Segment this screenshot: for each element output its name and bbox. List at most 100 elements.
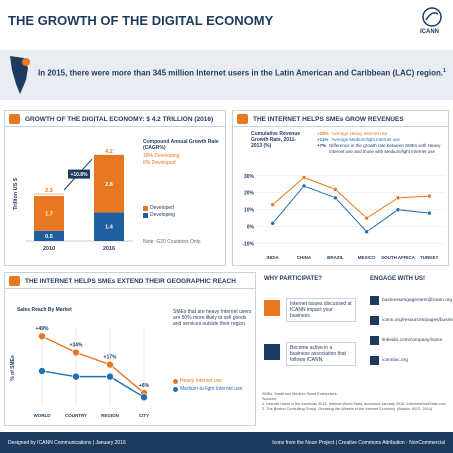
source-line: SMEs: Small and Medium Sized Enterprises… xyxy=(262,392,338,396)
source-line: 1. Internet Users in the Americas 2015. … xyxy=(262,402,447,406)
point xyxy=(364,215,369,221)
series-line xyxy=(41,335,145,394)
map-icon xyxy=(10,56,30,94)
source-line: 2. The Boston Consulting Group. Greasing… xyxy=(262,407,434,411)
legend-label: Developed xyxy=(150,205,174,211)
bar-chart: Trillion US $ 0.5 1.7 2.3 2010 1.4 2.8 4.2 2016 +… xyxy=(13,149,133,252)
legend-item: +18% Average Heavy Internet use xyxy=(317,131,447,137)
panel-header: THE INTERNET HELPS SMEs GROW REVENUES xyxy=(233,111,448,127)
footer-left: Designed by ICANN Communications | Janua… xyxy=(8,440,126,446)
point xyxy=(270,220,275,226)
engage-link: businessengagement@icann.org xyxy=(382,298,453,303)
point xyxy=(106,360,114,369)
x-tick-label: INDIA xyxy=(267,255,280,260)
engage-item: icann.org/resources/pages/business xyxy=(370,316,453,325)
icon xyxy=(370,316,379,325)
footer: Designed by ICANN Communications | Janua… xyxy=(0,432,453,453)
legend-label: Heavy Internet use xyxy=(180,378,222,384)
panel-header: THE INTERNET HELPS SMEs EXTEND THEIR GEO… xyxy=(5,273,255,289)
legend-swatch xyxy=(143,206,148,211)
banner: In 2015, there were more than 345 millio… xyxy=(0,50,453,100)
x-tick-label: WORLD xyxy=(34,413,52,418)
engage-link: icann.org/resources/pages/business xyxy=(382,318,453,323)
x-tick-label: SOUTH AFRICA xyxy=(381,255,416,260)
y-axis-label: % of SMEs xyxy=(10,355,16,381)
legend-label: Medium-to-light Internet use xyxy=(180,386,243,392)
engage-item: icannlac.org xyxy=(370,356,408,365)
sources: SMEs: Small and Medium Sized Enterprises… xyxy=(262,392,450,412)
engage-link: linkedin.com/company/icann xyxy=(382,338,443,343)
icon xyxy=(9,276,20,286)
x-tick-label: BRAZIL xyxy=(327,255,344,260)
series-line xyxy=(41,370,145,398)
point xyxy=(38,332,46,341)
legend-swatch xyxy=(173,386,178,392)
title: THE GROWTH OF THE DIGITAL ECONOMY xyxy=(8,13,274,28)
icon xyxy=(370,296,379,305)
note: Note: G20 Countries Only. xyxy=(143,239,202,245)
economy-panel: GROWTH OF THE DIGITAL ECONOMY: $ 4.2 TRI… xyxy=(4,110,226,266)
banner-text: In 2015, there were more than 345 millio… xyxy=(38,68,444,78)
footer-right: Icons from the Noun Project | Creative C… xyxy=(272,440,445,446)
legend-item: Medium-to-light Internet use xyxy=(173,385,242,393)
y-axis-label: Trillion US $ xyxy=(13,178,19,210)
point xyxy=(72,372,80,381)
legend-item: +11% Average Medium/light Internet use xyxy=(317,137,447,143)
source-line: Sources: xyxy=(262,397,277,401)
value-label: 1.4 xyxy=(105,225,114,231)
point xyxy=(38,367,46,375)
cagr-line: 8% Developed xyxy=(143,160,176,166)
point xyxy=(301,175,307,180)
legend: Developed Developing xyxy=(143,205,175,219)
legend-item: +7% Difference in the growth rate between… xyxy=(317,143,447,154)
legend-value: +18% xyxy=(317,131,329,136)
panel-title: THE INTERNET HELPS SMEs GROW REVENUES xyxy=(253,116,404,123)
value-label: 2.8 xyxy=(105,182,113,188)
legend-swatch xyxy=(143,213,148,218)
bar-segment xyxy=(94,212,124,241)
footnote: 1 xyxy=(443,68,446,74)
legend: +18% Average Heavy Internet use +11% Averag… xyxy=(317,131,447,154)
line-chart: 30% 20% 10% 0% -10% INDIA CHINA BRAZIL MEXICO SOU… xyxy=(242,174,445,260)
legend: Heavy Internet use Medium-to-light Intern… xyxy=(173,377,242,393)
y-tick-label: -10% xyxy=(242,242,254,248)
growth-box xyxy=(68,169,90,179)
total-label: 4.2 xyxy=(105,149,113,155)
x-tick-label: TURKEY xyxy=(420,255,439,260)
y-tick-label: 20% xyxy=(244,191,255,197)
chart-title: Sales Reach By Market xyxy=(17,307,72,313)
engage-item: businessengagement@icann.org xyxy=(370,296,452,305)
x-tick-label: CHINA xyxy=(297,255,312,260)
difference-label: +34% xyxy=(70,343,83,349)
difference-label: +6% xyxy=(139,383,150,389)
icon xyxy=(370,356,379,365)
engage-item: linkedin.com/company/icann xyxy=(370,336,442,345)
legend-label: Average Heavy Internet use xyxy=(331,131,388,136)
difference-label: +17% xyxy=(104,355,117,361)
reach-panel: THE INTERNET HELPS SMEs EXTEND THEIR GEO… xyxy=(4,272,256,426)
legend-value: +11% xyxy=(317,137,329,142)
legend-label: Average Medium/light Internet use xyxy=(331,137,400,142)
why-section: WHY PARTICIPATE? Internet issues discuss… xyxy=(262,272,356,384)
legend-item: Heavy Internet use xyxy=(173,377,242,385)
point xyxy=(364,229,369,235)
point xyxy=(301,183,307,189)
value-label: 1.7 xyxy=(45,211,53,217)
cagr-title: Compound Annual Growth Rate (CAGR%) xyxy=(143,139,219,151)
panel-header: GROWTH OF THE DIGITAL ECONOMY: $ 4.2 TRI… xyxy=(5,111,225,127)
y-tick-label: 10% xyxy=(244,208,255,214)
difference-text: Difference in the growth rate between SM… xyxy=(329,143,441,154)
icon xyxy=(237,114,248,124)
point xyxy=(427,210,432,216)
reach-text: SMEs that are heavy Internet users are 5… xyxy=(173,309,252,327)
header: THE GROWTH OF THE DIGITAL ECONOMY ICANN xyxy=(0,0,453,42)
bar-segment xyxy=(34,230,64,241)
growth-label: +10.8% xyxy=(70,172,88,178)
value-label: 0.5 xyxy=(45,234,53,240)
point xyxy=(106,372,114,381)
x-tick-label: 2010 xyxy=(43,246,55,252)
total-label: 2.3 xyxy=(45,188,53,194)
icon xyxy=(9,114,20,124)
engage-link: icannlac.org xyxy=(382,358,408,363)
